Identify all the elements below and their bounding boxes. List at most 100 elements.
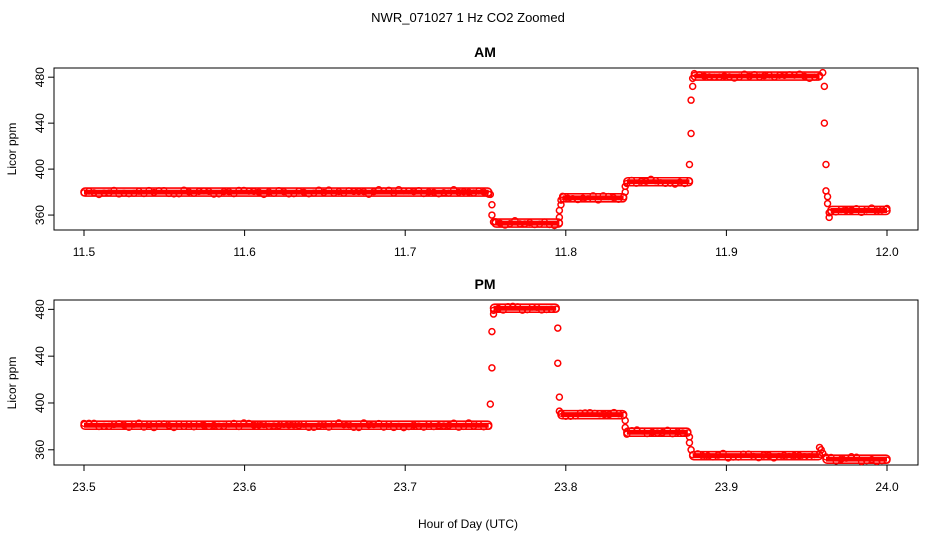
data-point-pm [684,429,692,437]
y-tick-label-am: 440 [33,113,47,133]
data-point-pm [145,420,153,429]
transition-point-am [823,199,832,208]
data-point-am [395,185,403,194]
data-point-am [695,71,703,79]
data-point-pm [775,452,783,461]
data-point-am [410,188,418,196]
data-point-pm [170,423,178,432]
data-point-pm [719,449,727,458]
data-point-am [521,220,529,228]
data-point-pm [440,422,448,430]
x-tick-label-pm: 24.0 [875,480,899,494]
data-point-pm [566,412,575,420]
data-point-am [705,73,713,81]
transition-point-pm [555,393,564,401]
data-point-am [455,188,463,197]
data-point-am [873,207,881,215]
data-point-am [647,175,655,183]
data-point-pm [509,302,517,310]
data-point-am [250,187,258,196]
data-point-pm [150,423,158,432]
transition-point-am [819,68,827,77]
data-point-pm [552,305,560,313]
transition-point-pm [488,327,496,336]
data-point-pm [270,422,278,430]
data-point-pm [430,422,438,431]
data-point-am [780,71,789,80]
transition-point-am [820,82,829,91]
data-point-pm [365,421,373,429]
transition-point-pm [621,416,629,425]
data-point-am [656,179,665,187]
data-point-pm [800,452,808,461]
x-tick-label-am: 11.9 [715,245,738,259]
data-point-am [637,177,645,185]
transition-point-am [685,160,694,169]
data-point-am [235,186,243,195]
data-point-am [125,190,133,198]
data-point-pm [847,453,856,461]
data-point-pm [760,451,768,459]
transition-point-am [555,213,564,222]
data-point-pm [663,426,672,434]
y-axis-label-am: Licor ppm [5,123,19,176]
data-point-am [460,188,468,196]
data-point-pm [739,450,748,458]
x-tick-label-pm: 23.7 [394,480,418,494]
data-point-pm [250,421,258,429]
plot-frame-am [53,67,919,231]
transition-point-pm [819,449,827,458]
data-point-pm [528,303,536,311]
y-tick-label-am: 400 [33,159,47,179]
data-point-am [285,190,293,198]
data-point-pm [255,421,263,429]
data-point-am [805,74,814,83]
data-point-am [531,220,539,229]
data-point-pm [350,423,358,432]
data-point-pm [504,303,512,311]
data-point-am [501,221,509,229]
data-point-am [425,188,433,196]
data-point-pm [410,421,418,429]
data-point-am [569,195,577,203]
x-tick-label-am: 11.6 [233,245,256,259]
data-point-am [345,187,353,195]
transition-point-am [825,213,833,222]
data-point-pm [95,422,103,431]
data-point-pm [100,422,108,430]
data-point-pm [595,410,604,418]
data-point-am [200,187,208,195]
data-point-pm [240,419,248,427]
x-tick-label-am: 11.7 [394,245,417,259]
y-tick-label-am: 360 [33,205,47,225]
data-point-pm [852,453,861,461]
data-point-am [115,190,123,198]
data-point-am [604,192,613,201]
transition-point-am [825,209,833,217]
transition-point-am [688,82,697,91]
data-point-am [405,187,413,195]
data-point-pm [591,409,599,418]
panel-title-pm: PM [475,276,496,292]
data-point-pm [749,452,758,461]
data-point-am [435,190,443,198]
data-point-pm [542,305,551,314]
data-point-am [465,188,473,196]
data-point-am [350,187,358,196]
transition-point-am [557,200,565,209]
transition-point-pm [817,446,825,454]
y-tick-label-am: 480 [33,67,47,87]
data-point-am [700,72,708,80]
data-point-am [165,189,173,198]
y-tick-label-pm: 360 [33,439,47,459]
data-point-pm [275,421,283,430]
data-point-pm [435,422,443,430]
x-tick-label-pm: 23.5 [72,480,96,494]
data-point-pm [873,457,881,466]
data-point-am [175,190,183,198]
data-point-am [760,72,769,80]
data-point-pm [518,306,527,314]
data-point-pm [375,419,383,428]
data-point-pm [674,428,682,436]
data-point-pm [704,452,712,460]
